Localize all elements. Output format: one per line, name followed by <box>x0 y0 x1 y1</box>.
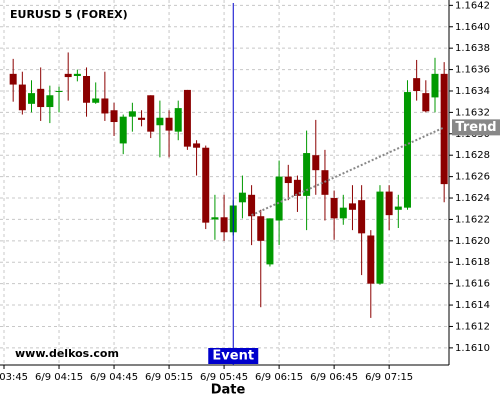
candle-body <box>138 117 146 120</box>
y-tick-label: 1.1624 <box>455 193 490 204</box>
y-tick-label: 1.1616 <box>455 279 490 290</box>
candle-body <box>312 155 320 171</box>
candle-body <box>202 147 210 223</box>
candle-body <box>101 98 109 114</box>
x-tick-label: 6/9 06:15 <box>255 372 303 383</box>
candle-body <box>165 117 173 131</box>
candle-body <box>367 235 375 284</box>
candle-body <box>110 110 118 123</box>
x-tick-label: 6/9 04:15 <box>35 372 83 383</box>
candle-body <box>193 143 201 148</box>
y-tick-label: 1.1632 <box>455 107 490 118</box>
candle-body <box>83 75 91 103</box>
trend-label-box <box>452 119 500 136</box>
event-label: Event <box>212 349 254 364</box>
candle-body <box>128 111 136 117</box>
candle-body <box>147 95 155 132</box>
candle-body <box>385 191 393 216</box>
y-tick-label: 1.1618 <box>455 257 490 268</box>
chart-title: EURUSD 5 (FOREX) <box>10 8 128 21</box>
candle-body <box>440 73 448 185</box>
candle-body <box>73 73 81 76</box>
candle-body <box>55 90 63 92</box>
candle-body <box>156 117 164 126</box>
candle-body <box>119 116 127 144</box>
trend-line <box>251 126 445 217</box>
candle-body <box>238 192 246 203</box>
candle-body <box>358 200 366 234</box>
candle-body <box>37 88 45 108</box>
y-tick-label: 1.1620 <box>455 236 490 247</box>
candle-body <box>18 84 26 111</box>
candle-body <box>174 108 182 132</box>
x-tick-label: 6/9 05:15 <box>145 372 193 383</box>
candle-body <box>248 194 256 217</box>
y-tick-label: 1.1638 <box>455 43 490 54</box>
y-tick-label: 1.1628 <box>455 150 490 161</box>
trend-label: Trend <box>455 120 496 135</box>
candle-body <box>348 203 356 210</box>
candle-body <box>376 191 384 284</box>
y-tick-label: 1.1622 <box>455 214 490 225</box>
x-axis-label: Date <box>211 383 246 398</box>
candle-body <box>293 179 301 196</box>
candle-body <box>220 217 228 233</box>
candle-body <box>266 218 274 265</box>
marks <box>9 52 448 318</box>
watermark: www.delkos.com <box>15 347 119 360</box>
candle-body <box>257 216 265 241</box>
y-tick-label: 1.1610 <box>455 343 490 354</box>
y-tick-label: 1.1640 <box>455 22 490 33</box>
candle-body <box>284 176 292 184</box>
candle-body <box>330 198 338 219</box>
event-label-box <box>208 348 259 364</box>
candle-body <box>422 93 430 112</box>
candle-body <box>64 73 72 78</box>
candle-body <box>431 73 439 98</box>
grid <box>0 0 449 365</box>
candle-body <box>92 98 100 103</box>
y-tick-label: 1.1636 <box>455 65 490 76</box>
x-tick-label: 6/9 06:45 <box>310 372 358 383</box>
candle-body <box>46 95 54 108</box>
x-tick-label: 6/9 04:45 <box>90 372 138 383</box>
y-tick-label: 1.1626 <box>455 172 490 183</box>
x-tick-label: 6/9 07:15 <box>365 372 413 383</box>
candle-body <box>413 78 421 91</box>
y-tick-label: 1.1642 <box>455 0 490 11</box>
x-tick-label: 6/9 03:45 <box>0 372 28 383</box>
x-tick-label: 6/9 05:45 <box>200 372 248 383</box>
candle-body <box>303 153 311 196</box>
candle-body <box>394 206 402 210</box>
y-tick-label: 1.1612 <box>455 321 490 332</box>
candle-body <box>28 93 36 104</box>
candle-body <box>403 92 411 208</box>
candle-body <box>9 73 17 85</box>
candle-body <box>275 176 283 221</box>
y-tick-label: 1.1634 <box>455 86 490 97</box>
candle-body <box>339 207 347 219</box>
candle-body <box>183 89 191 147</box>
y-tick-label: 1.1614 <box>455 300 490 311</box>
candle-body <box>211 217 219 220</box>
